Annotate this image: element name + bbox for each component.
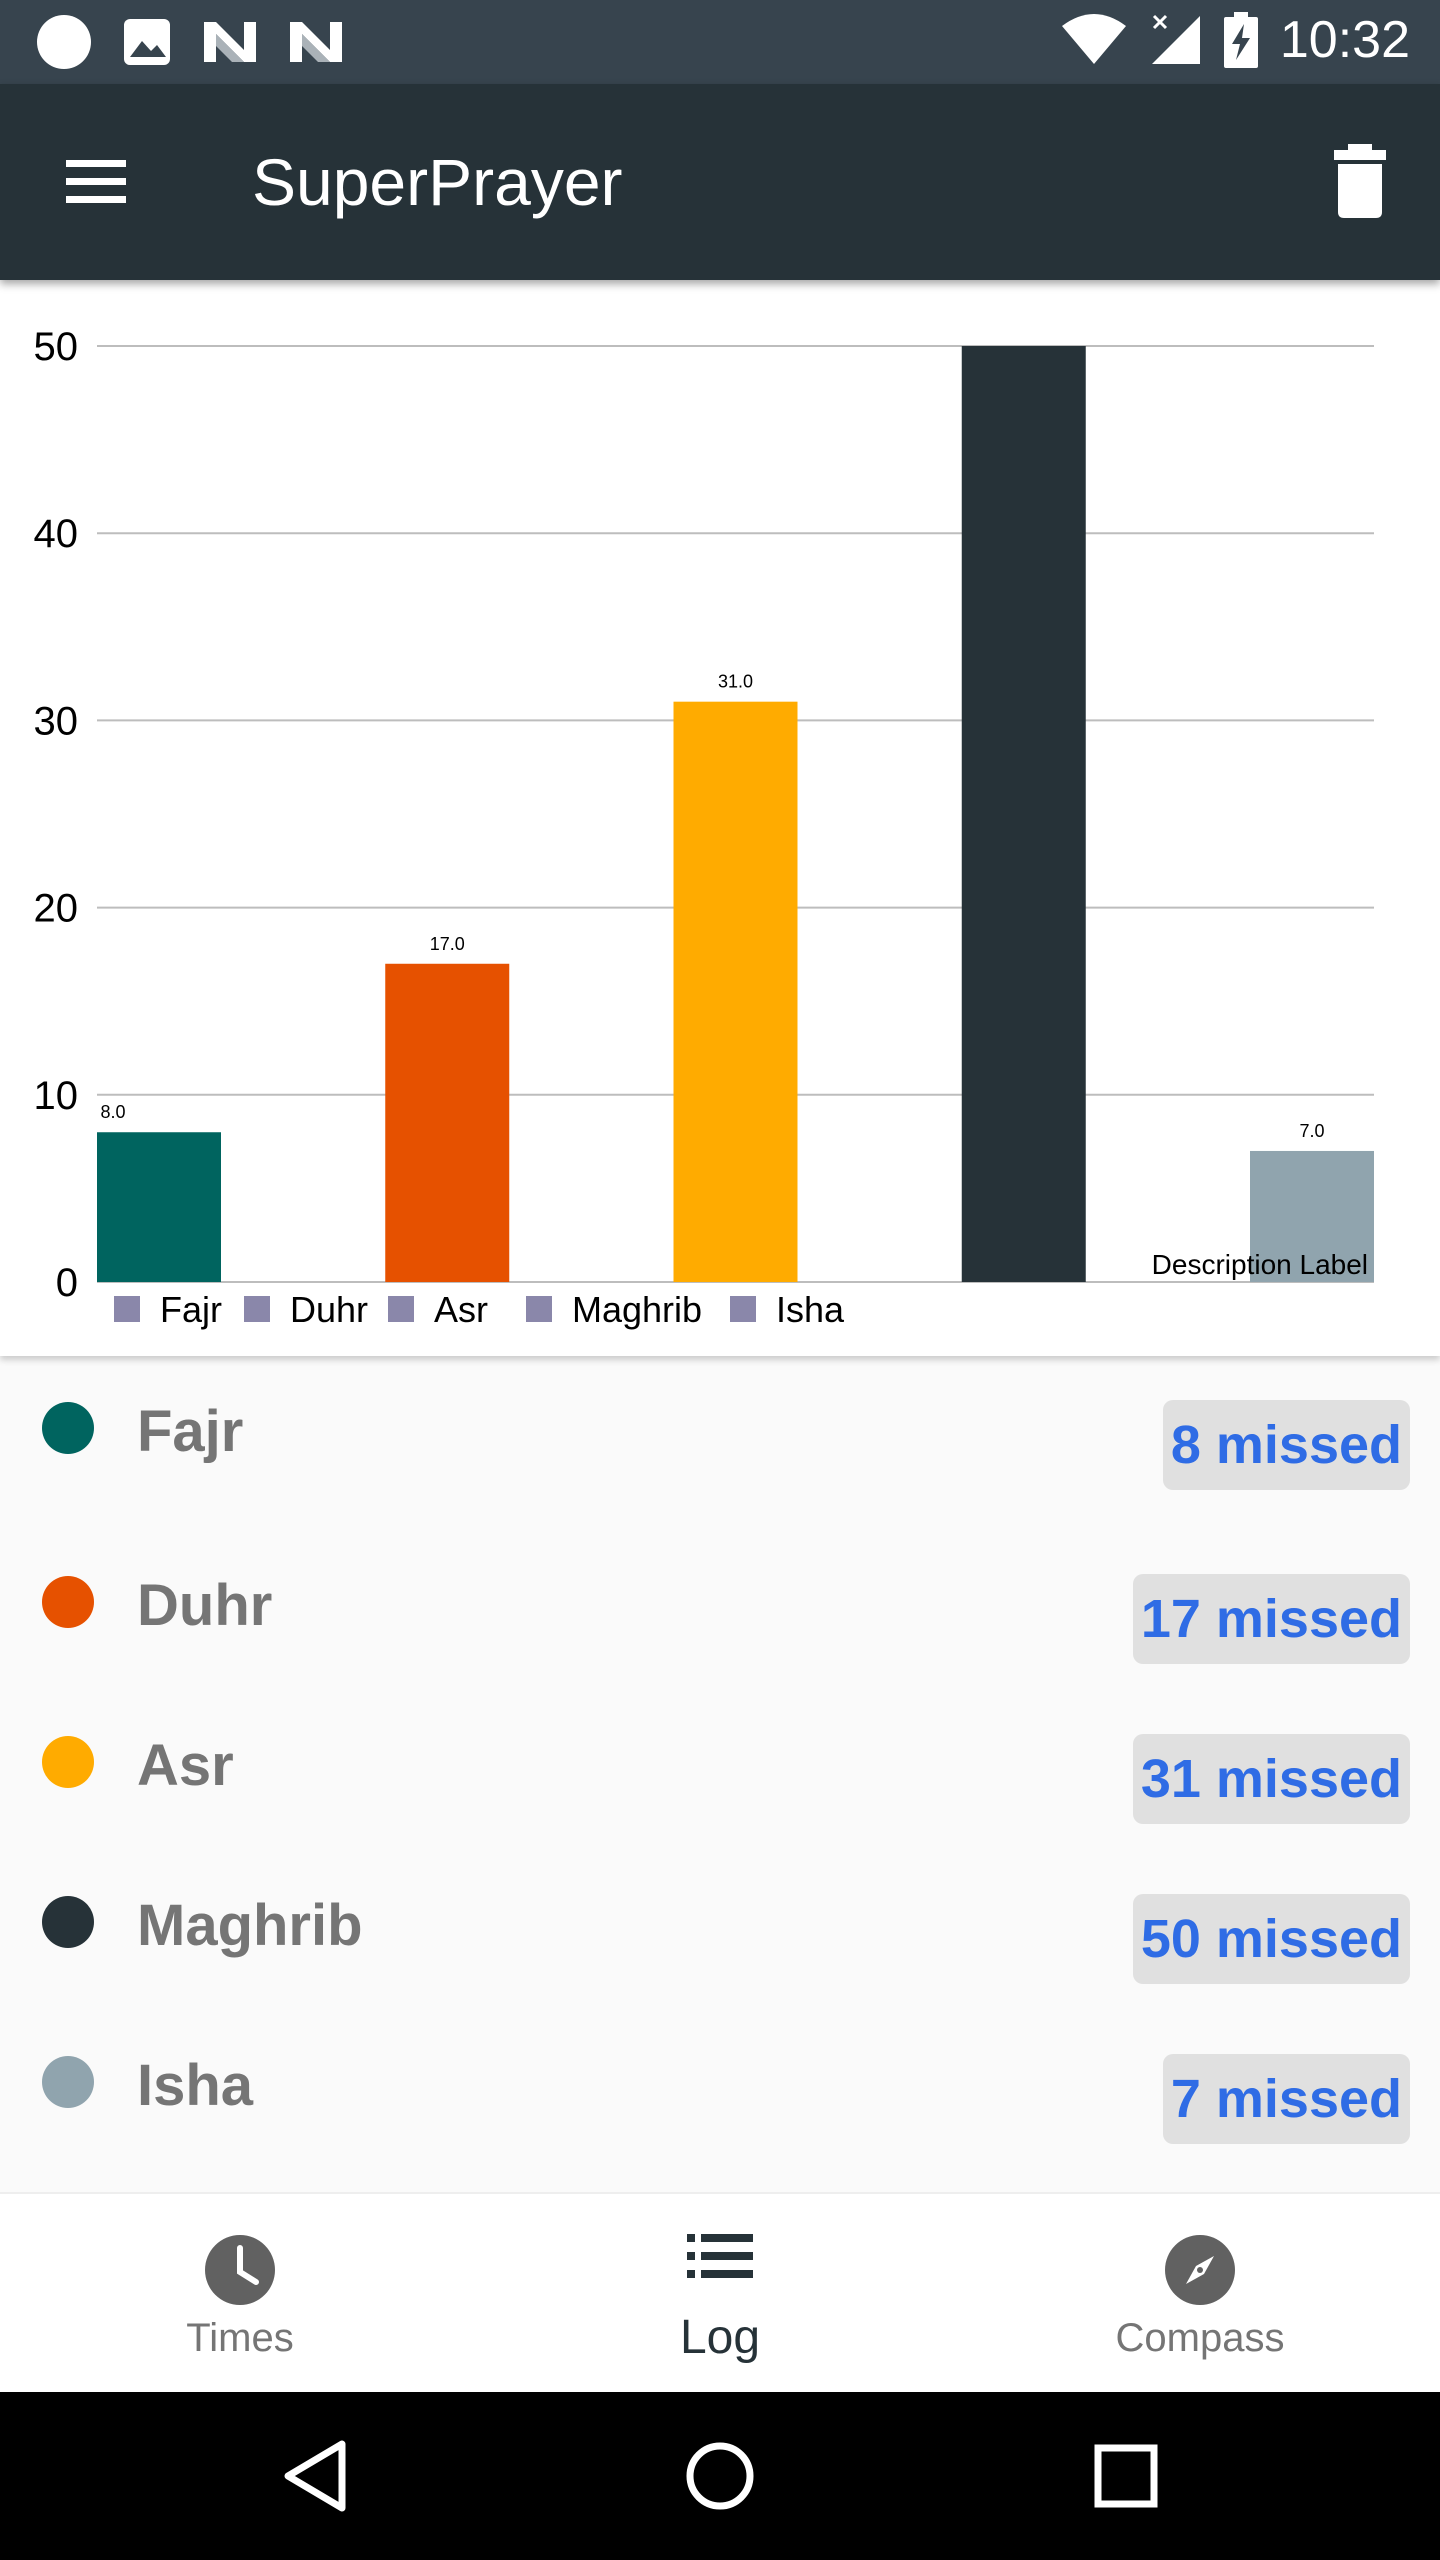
back-icon[interactable] bbox=[276, 2436, 356, 2516]
nav-log[interactable]: Log bbox=[480, 2194, 960, 2394]
battery-charging-icon bbox=[1223, 12, 1258, 68]
list-item[interactable]: Duhr 17 missed bbox=[0, 1530, 1440, 1664]
prayer-name: Maghrib bbox=[137, 1893, 363, 1958]
system-navigation-bar bbox=[0, 2392, 1440, 2560]
wifi-icon bbox=[1061, 14, 1126, 64]
nav-compass[interactable]: Compass bbox=[960, 2194, 1440, 2394]
app-title: SuperPrayer bbox=[252, 145, 623, 219]
missed-count-badge: 50 missed bbox=[1132, 1894, 1410, 1984]
missed-count-badge: 17 missed bbox=[1132, 1574, 1410, 1664]
y-tick-label: 10 bbox=[34, 1074, 79, 1118]
nav-label: Compass bbox=[1115, 2316, 1285, 2360]
bar bbox=[961, 346, 1086, 1282]
missed-prayers-chart: 0 10 20 30 40 50 8.0 17.0 31.0 7.0 Description Lab… bbox=[0, 280, 1440, 1356]
y-tick-label: 20 bbox=[34, 887, 79, 931]
list-item[interactable]: Fajr 8 missed bbox=[0, 1356, 1440, 1490]
compass-icon bbox=[1165, 2235, 1235, 2305]
image-icon bbox=[124, 19, 170, 65]
color-dot bbox=[42, 1402, 94, 1454]
list-item[interactable]: Isha 7 missed bbox=[0, 2010, 1440, 2144]
y-tick-label: 50 bbox=[34, 325, 79, 369]
prayer-name: Isha bbox=[137, 2053, 254, 2118]
bar bbox=[385, 963, 510, 1282]
missed-count-badge: 31 missed bbox=[1132, 1734, 1410, 1824]
system-status: 10:32 bbox=[1060, 10, 1410, 70]
bottom-navigation: Times Log Compass bbox=[0, 2192, 1440, 2392]
n-icon bbox=[204, 22, 256, 62]
y-tick-label: 40 bbox=[34, 512, 79, 556]
color-dot bbox=[42, 2056, 94, 2108]
bar-value-label: 8.0 bbox=[100, 1102, 125, 1122]
legend-swatch bbox=[114, 1296, 140, 1322]
legend-swatch bbox=[730, 1296, 756, 1322]
app-bar: SuperPrayer bbox=[0, 84, 1440, 280]
legend-label: Maghrib bbox=[572, 1289, 702, 1330]
color-dot bbox=[42, 1736, 94, 1788]
missed-count-badge: 7 missed bbox=[1162, 2054, 1410, 2144]
legend-label: Duhr bbox=[290, 1289, 368, 1330]
prayer-name: Fajr bbox=[137, 1399, 244, 1464]
bar bbox=[97, 1132, 221, 1282]
bar bbox=[673, 701, 798, 1282]
prayer-name: Asr bbox=[137, 1733, 234, 1798]
clock-icon bbox=[205, 2235, 275, 2305]
bar-chart: 0 10 20 30 40 50 8.0 17.0 31.0 7.0 Description Lab… bbox=[34, 325, 1374, 1330]
list-icon bbox=[687, 2234, 753, 2278]
bar-value-label: 17.0 bbox=[430, 934, 465, 954]
bar-value-label: 7.0 bbox=[1299, 1121, 1324, 1141]
status-time: 10:32 bbox=[1279, 11, 1410, 69]
menu-icon[interactable] bbox=[56, 142, 136, 222]
n-icon bbox=[290, 22, 342, 62]
trash-icon[interactable] bbox=[1322, 140, 1398, 220]
recents-icon[interactable] bbox=[1086, 2436, 1166, 2516]
legend-label: Isha bbox=[776, 1289, 845, 1330]
color-dot bbox=[42, 1896, 94, 1948]
y-tick-label: 30 bbox=[34, 699, 79, 743]
legend-swatch bbox=[244, 1296, 270, 1322]
bar-value-label: 31.0 bbox=[718, 672, 753, 692]
circle-icon bbox=[37, 15, 91, 69]
legend-label: Fajr bbox=[160, 1289, 222, 1330]
nav-label: Log bbox=[679, 2311, 761, 2364]
nav-times[interactable]: Times bbox=[0, 2194, 480, 2394]
chart-description: Description Label bbox=[1152, 1249, 1368, 1280]
bar bbox=[1250, 1150, 1374, 1282]
home-icon[interactable] bbox=[680, 2436, 760, 2516]
status-bar: 10:32 bbox=[0, 0, 1440, 84]
notification-icons bbox=[36, 14, 344, 70]
color-dot bbox=[42, 1576, 94, 1628]
legend-label: Asr bbox=[434, 1289, 488, 1330]
legend-swatch bbox=[388, 1296, 414, 1322]
prayer-list: Fajr 8 missed Duhr 17 missed Asr 31 miss… bbox=[0, 1356, 1440, 2192]
y-tick-label: 0 bbox=[56, 1261, 78, 1305]
list-item[interactable]: Maghrib 50 missed bbox=[0, 1850, 1440, 1984]
list-item[interactable]: Asr 31 missed bbox=[0, 1690, 1440, 1824]
missed-count-badge: 8 missed bbox=[1162, 1400, 1410, 1490]
prayer-name: Duhr bbox=[137, 1573, 273, 1638]
nav-label: Times bbox=[186, 2316, 294, 2360]
signal-icon bbox=[1151, 14, 1200, 64]
legend-swatch bbox=[526, 1296, 552, 1322]
